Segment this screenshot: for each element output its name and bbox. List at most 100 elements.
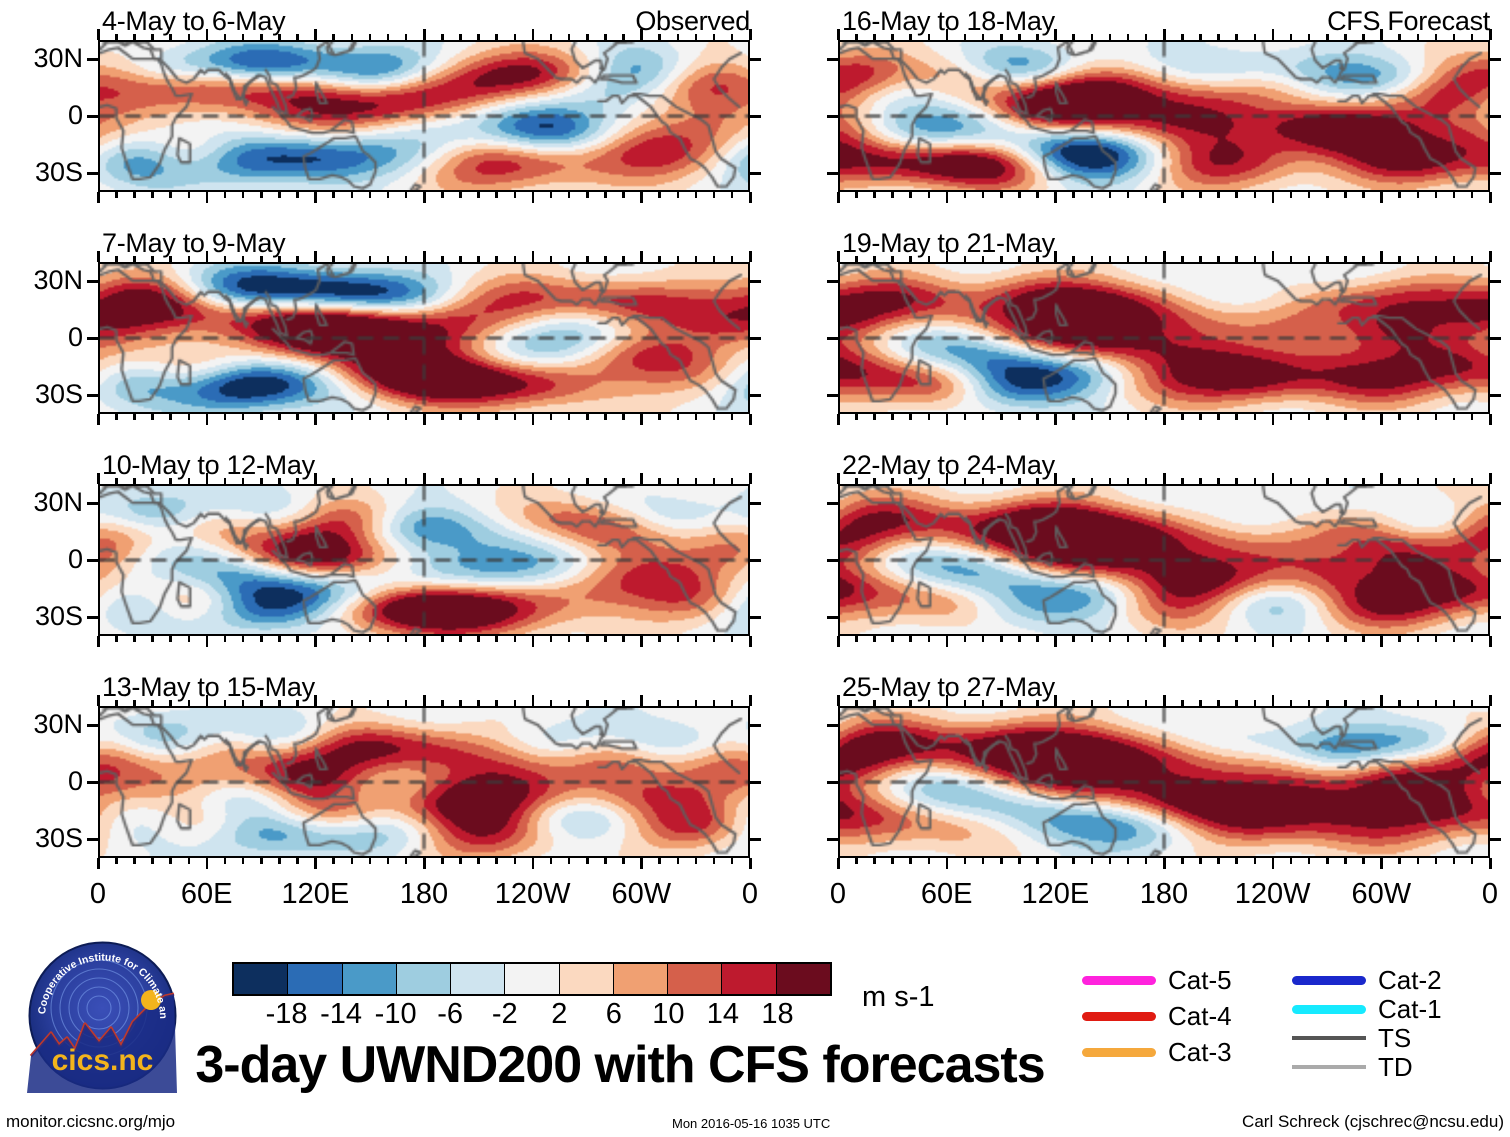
- x-tick-minor: [927, 636, 931, 642]
- map-field-5: [840, 486, 1488, 634]
- x-tick-minor: [368, 700, 372, 706]
- footer-url[interactable]: monitor.cicsnc.org/mjo: [6, 1112, 176, 1131]
- x-tick-minor: [151, 414, 154, 420]
- x-tick-minor: [963, 34, 967, 40]
- x-tick-minor: [1108, 700, 1112, 706]
- y-tick: [827, 115, 838, 118]
- x-tick-minor: [694, 636, 698, 642]
- y-tick: [827, 616, 838, 619]
- x-tick-minor: [1362, 858, 1365, 864]
- x-tick-minor: [115, 478, 118, 484]
- y-tick: [1490, 280, 1501, 283]
- x-tick-major: [531, 414, 535, 425]
- x-tick-major: [1163, 695, 1166, 706]
- x-tick-minor: [1144, 478, 1148, 484]
- x-tick-minor: [963, 192, 967, 198]
- x-tick-major: [1054, 251, 1057, 262]
- x-tick-minor: [350, 858, 354, 864]
- x-tick-minor: [658, 192, 661, 198]
- x-tick-major: [1380, 192, 1383, 203]
- colorbar-tick-10: 10: [652, 998, 685, 1030]
- y-tick: [1490, 838, 1501, 841]
- x-tick-minor: [658, 700, 661, 706]
- colorbar-tick--10: -10: [374, 998, 417, 1030]
- x-tick-minor: [477, 636, 480, 642]
- x-tick-major: [205, 414, 209, 425]
- y-tick: [1490, 115, 1501, 118]
- x-tick-minor: [1253, 414, 1257, 420]
- x-tick-minor: [404, 34, 408, 40]
- x-tick-minor: [169, 858, 172, 864]
- x-tick-major: [1163, 636, 1166, 647]
- x-tick-minor: [1036, 414, 1039, 420]
- x-tick-major: [945, 251, 949, 262]
- x-tick-minor: [1199, 636, 1202, 642]
- x-tick-minor: [223, 414, 227, 420]
- cics-nc-logo-graphic: Cooperative Institute for Climate and Sa…: [21, 929, 177, 1093]
- map-field-7: [840, 708, 1488, 856]
- colorbar-tick--18: -18: [265, 998, 308, 1030]
- colorbar-segment-9: [721, 964, 776, 994]
- x-axis-label-120W-col0: 120W: [494, 878, 571, 910]
- x-tick-minor: [730, 858, 734, 864]
- x-tick-minor: [586, 34, 589, 40]
- x-tick-minor: [963, 478, 967, 484]
- x-tick-minor: [296, 34, 299, 40]
- x-tick-major: [1054, 29, 1057, 40]
- x-tick-major: [1489, 858, 1492, 869]
- x-tick-major: [837, 251, 840, 262]
- x-tick-minor: [1199, 414, 1202, 420]
- x-tick-minor: [187, 636, 191, 642]
- x-tick-minor: [1289, 700, 1293, 706]
- x-tick-minor: [133, 192, 136, 198]
- y-tick: [750, 781, 761, 784]
- x-tick-minor: [1072, 478, 1075, 484]
- x-tick-minor: [694, 256, 698, 262]
- footer-author: Carl Schreck (cjschrec@ncsu.edu): [1242, 1112, 1504, 1131]
- x-tick-major: [945, 29, 949, 40]
- x-tick-major: [205, 858, 209, 869]
- x-tick-minor: [169, 34, 172, 40]
- map-frame-7: [838, 706, 1490, 858]
- x-tick-minor: [350, 192, 354, 198]
- x-tick-minor: [459, 256, 462, 262]
- x-tick-minor: [1072, 256, 1075, 262]
- x-tick-minor: [1470, 256, 1474, 262]
- x-tick-minor: [1416, 256, 1420, 262]
- x-tick-minor: [549, 34, 553, 40]
- colorbar-tick--2: -2: [491, 998, 518, 1030]
- x-tick-minor: [332, 858, 335, 864]
- x-tick-minor: [1181, 34, 1184, 40]
- x-tick-minor: [115, 858, 118, 864]
- x-tick-minor: [981, 700, 985, 706]
- x-tick-minor: [1235, 636, 1238, 642]
- x-tick-minor: [622, 478, 625, 484]
- x-tick-major: [314, 414, 317, 425]
- x-tick-minor: [151, 700, 154, 706]
- x-tick-minor: [586, 858, 589, 864]
- y-tick: [1490, 781, 1501, 784]
- colorbar-segment-5: [504, 964, 559, 994]
- x-tick-minor: [1072, 700, 1075, 706]
- x-tick-minor: [296, 192, 299, 198]
- y-tick: [750, 337, 761, 340]
- x-tick-major: [205, 29, 209, 40]
- x-tick-minor: [1470, 636, 1474, 642]
- x-tick-minor: [332, 34, 335, 40]
- x-tick-minor: [386, 478, 390, 484]
- x-tick-minor: [1434, 700, 1438, 706]
- x-tick-minor: [1235, 256, 1238, 262]
- y-tick: [827, 502, 838, 505]
- x-tick-minor: [1090, 478, 1094, 484]
- x-tick-minor: [1253, 34, 1257, 40]
- x-tick-minor: [1126, 414, 1130, 420]
- x-tick-major: [837, 636, 840, 647]
- x-tick-minor: [241, 414, 245, 420]
- x-tick-minor: [260, 414, 263, 420]
- x-tick-minor: [223, 478, 227, 484]
- x-tick-major: [1163, 192, 1166, 203]
- x-tick-minor: [133, 636, 136, 642]
- x-tick-minor: [567, 414, 571, 420]
- x-tick-minor: [676, 636, 680, 642]
- y-tick: [1490, 559, 1501, 562]
